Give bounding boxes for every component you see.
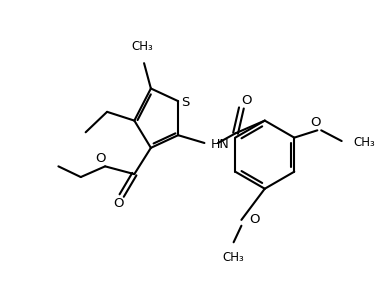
Text: O: O [249,213,260,226]
Text: HN: HN [210,139,229,151]
Text: O: O [241,94,251,107]
Text: CH₃: CH₃ [131,40,153,53]
Text: CH₃: CH₃ [223,251,245,264]
Text: O: O [95,152,106,165]
Text: O: O [310,116,320,129]
Text: S: S [181,95,189,109]
Text: O: O [113,197,124,210]
Text: CH₃: CH₃ [353,137,375,150]
